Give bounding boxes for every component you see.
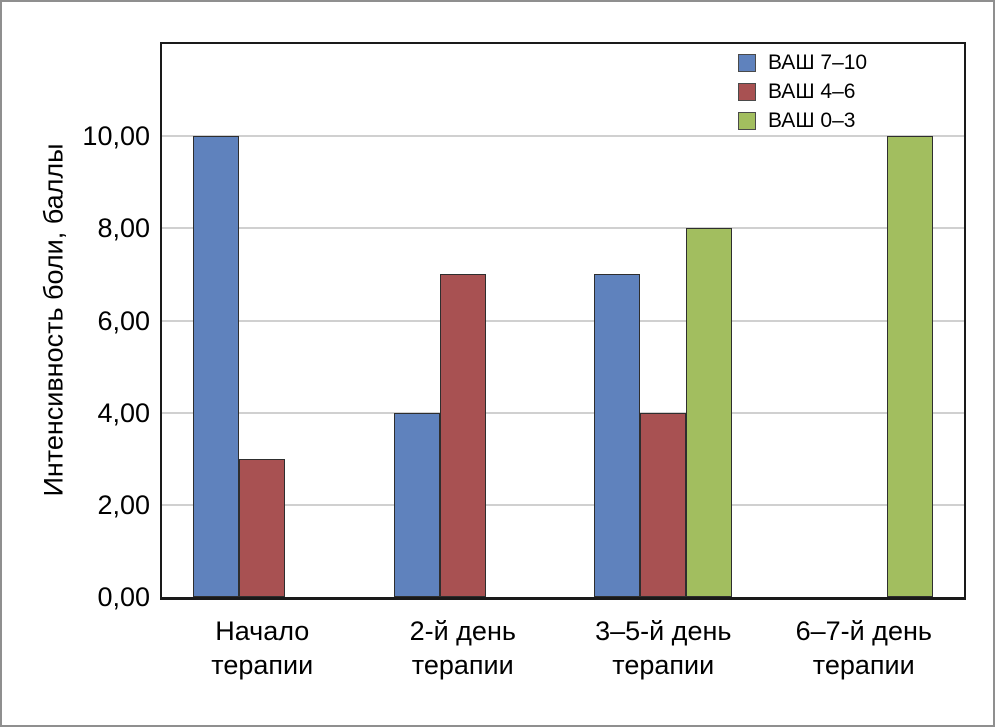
legend: ВАШ 7–10 ВАШ 4–6 ВАШ 0–3 bbox=[738, 48, 867, 135]
bar-series1-cat1 bbox=[193, 136, 240, 597]
bar-series1-cat3 bbox=[594, 274, 641, 597]
bar-series2-cat2 bbox=[439, 274, 486, 597]
gridline bbox=[162, 319, 964, 322]
legend-item: ВАШ 4–6 bbox=[738, 77, 867, 106]
legend-swatch-icon bbox=[738, 53, 756, 72]
plot-area bbox=[160, 42, 966, 600]
x-category-label: 6–7-й день терапии bbox=[795, 616, 932, 680]
y-tick-label: 2,00 bbox=[97, 489, 150, 520]
legend-swatch-icon bbox=[738, 111, 756, 130]
legend-item: ВАШ 0–3 bbox=[738, 106, 867, 135]
y-tick-label: 6,00 bbox=[97, 305, 150, 336]
y-tick-label: 0,00 bbox=[97, 582, 150, 612]
gridline bbox=[162, 411, 964, 414]
legend-label: ВАШ 7–10 bbox=[768, 50, 868, 74]
gridline bbox=[162, 503, 964, 506]
bar-series2-cat1 bbox=[239, 458, 286, 597]
x-category-label: 3–5-й день терапии bbox=[595, 616, 732, 680]
bar-series2-cat3 bbox=[640, 412, 687, 597]
legend-label: ВАШ 4–6 bbox=[768, 79, 856, 103]
gridline bbox=[162, 135, 964, 138]
x-category-label: 2-й день терапии bbox=[409, 616, 516, 680]
bar-series1-cat2 bbox=[393, 412, 440, 597]
legend-item: ВАШ 7–10 bbox=[738, 48, 867, 77]
y-tick-label: 10,00 bbox=[82, 121, 150, 152]
gridline bbox=[162, 227, 964, 230]
legend-label: ВАШ 0–3 bbox=[768, 108, 856, 132]
legend-swatch-icon bbox=[738, 82, 756, 101]
bar-series3-cat4 bbox=[886, 136, 933, 597]
x-category-label: Начало терапии bbox=[211, 616, 314, 680]
y-tick-label: 8,00 bbox=[97, 213, 150, 244]
bar-series3-cat3 bbox=[686, 228, 733, 597]
y-tick-label: 4,00 bbox=[97, 397, 150, 428]
